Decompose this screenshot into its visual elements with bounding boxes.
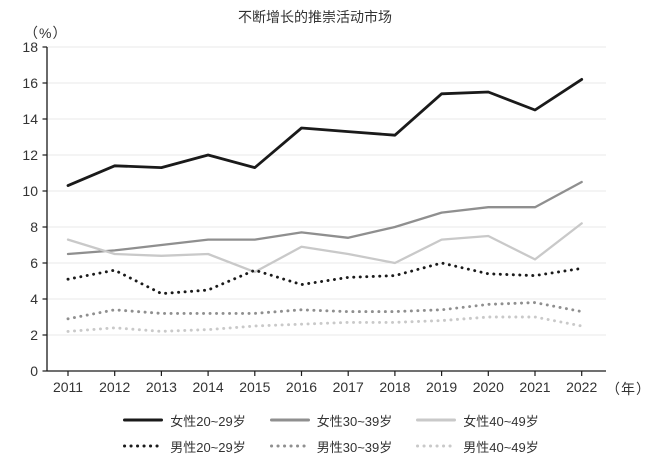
legend-item-female-30-39: 女性30~39岁 bbox=[269, 411, 393, 430]
x-tick-label: 2015 bbox=[239, 379, 270, 395]
legend-label: 女性40~49岁 bbox=[463, 413, 539, 429]
legend-label: 男性30~39岁 bbox=[316, 439, 393, 455]
x-tick-label: 2013 bbox=[146, 379, 177, 395]
x-tick-label: 2011 bbox=[53, 379, 83, 395]
y-tick-label: 18 bbox=[22, 39, 38, 55]
x-tick-label: 2021 bbox=[519, 379, 550, 395]
chart-legend: 女性20~29岁 女性30~39岁 女性40~49岁 男性20~29岁 男性30… bbox=[0, 408, 662, 458]
y-tick-label: 2 bbox=[30, 327, 38, 343]
legend-item-female-20-29: 女性20~29岁 bbox=[123, 411, 246, 430]
legend-item-male-40-49: 男性40~49岁 bbox=[416, 437, 539, 456]
x-tick-label: 2020 bbox=[473, 379, 504, 395]
legend-line-swatch-dotted-gray bbox=[269, 444, 310, 448]
legend-item-male-30-39: 男性30~39岁 bbox=[269, 437, 393, 456]
legend-line-swatch-dotted-light-gray bbox=[416, 444, 457, 448]
y-tick-label: 12 bbox=[22, 147, 38, 163]
x-axis-unit-label: （年） bbox=[606, 381, 651, 397]
x-tick-label: 2016 bbox=[286, 379, 317, 395]
series-line-0 bbox=[66, 78, 584, 188]
legend-label: 男性20~29岁 bbox=[170, 439, 246, 455]
x-tick-label: 2022 bbox=[566, 379, 597, 395]
x-tick-label: 2017 bbox=[333, 379, 364, 395]
y-tick-label: 6 bbox=[30, 255, 38, 271]
x-tick-label: 2019 bbox=[426, 379, 457, 395]
y-tick-label: 0 bbox=[30, 363, 38, 379]
legend-row-male: 男性20~29岁 男性30~39岁 男性40~49岁 bbox=[123, 434, 539, 458]
legend-line-swatch-solid-light-gray bbox=[416, 418, 457, 422]
y-tick-label: 4 bbox=[30, 291, 38, 307]
y-tick-label: 14 bbox=[22, 111, 38, 127]
legend-label: 女性30~39岁 bbox=[316, 413, 393, 429]
legend-item-female-40-49: 女性40~49岁 bbox=[416, 411, 539, 430]
x-tick-label: 2018 bbox=[379, 379, 410, 395]
legend-item-male-20-29: 男性20~29岁 bbox=[123, 437, 246, 456]
legend-label: 女性20~29岁 bbox=[170, 413, 246, 429]
chart-title: 不断增长的推崇活动市场 bbox=[238, 9, 392, 25]
legend-label: 男性40~49岁 bbox=[463, 439, 539, 455]
x-tick-label: 2014 bbox=[193, 379, 224, 395]
y-tick-label: 16 bbox=[22, 75, 38, 91]
legend-row-female: 女性20~29岁 女性30~39岁 女性40~49岁 bbox=[123, 408, 539, 432]
legend-line-swatch-dotted-black bbox=[123, 444, 164, 448]
x-tick-label: 2012 bbox=[99, 379, 130, 395]
y-tick-label: 8 bbox=[30, 219, 38, 235]
series-line-2 bbox=[66, 222, 583, 274]
series-line-5 bbox=[66, 315, 584, 333]
series-line-3 bbox=[66, 261, 584, 296]
legend-line-swatch-solid-black bbox=[123, 418, 164, 422]
series-line-1 bbox=[66, 180, 583, 256]
y-tick-label: 10 bbox=[22, 183, 38, 199]
series-line-4 bbox=[66, 301, 584, 321]
legend-line-swatch-solid-gray bbox=[269, 418, 310, 422]
y-axis-unit-label: （%） bbox=[24, 25, 68, 41]
